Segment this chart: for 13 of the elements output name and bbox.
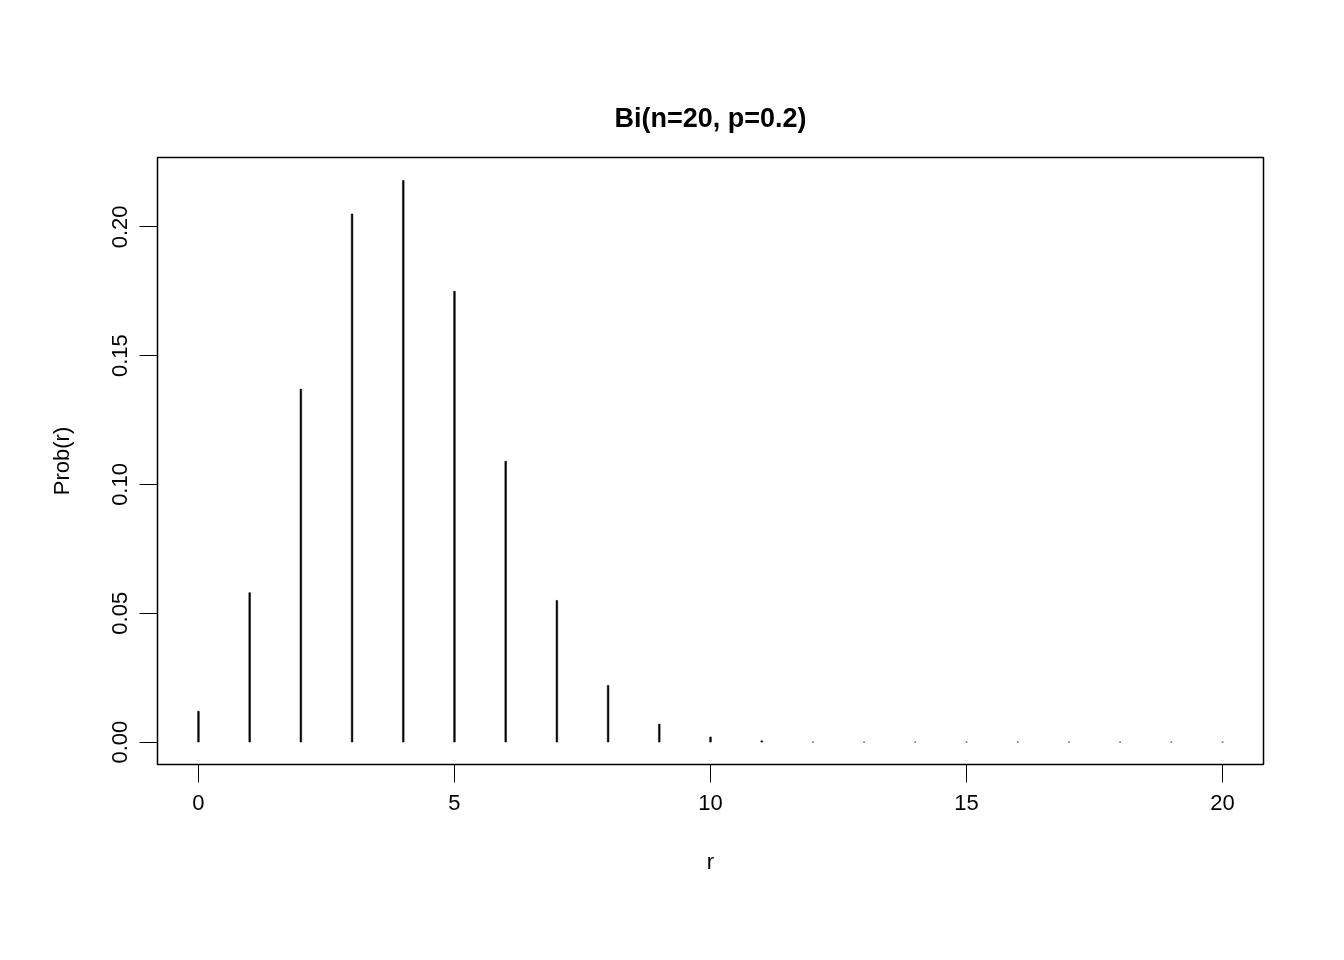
y-axis-title: Prob(r)	[48, 426, 74, 496]
x-axis-title: r	[706, 848, 715, 874]
x-tick-label: 0	[192, 789, 205, 815]
y-tick-label: 0.00	[107, 720, 133, 764]
y-tick-label: 0.10	[107, 463, 133, 506]
x-tick-label: 5	[448, 789, 461, 815]
y-tick-label: 0.15	[107, 334, 133, 378]
x-tick-label: 15	[954, 789, 979, 815]
y-tick-label: 0.20	[107, 205, 133, 249]
x-tick-label: 20	[1210, 789, 1235, 815]
x-tick-label: 10	[698, 789, 723, 815]
y-tick-label: 0.05	[107, 591, 133, 635]
chart-title: Bi(n=20, p=0.2)	[614, 102, 807, 133]
